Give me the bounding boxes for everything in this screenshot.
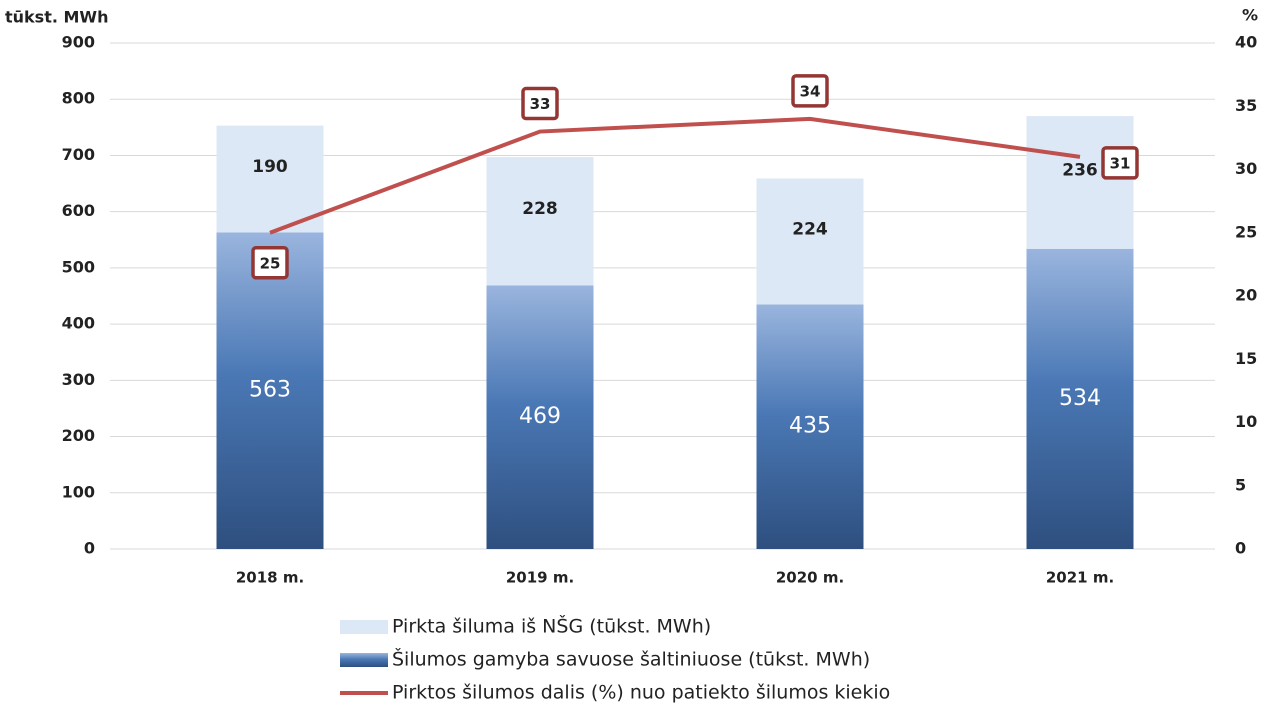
data-label: 33 [530, 95, 551, 113]
y2-axis-label: % [1242, 6, 1258, 25]
legend-label: Pirkta šiluma iš NŠG (tūkst. MWh) [392, 614, 711, 638]
data-label: 190 [252, 157, 288, 177]
data-label: 236 [1062, 160, 1098, 180]
y2-tick-label: 5 [1235, 475, 1246, 494]
data-label-box [251, 246, 289, 280]
bar-segment [1026, 248, 1134, 550]
y2-tick-label: 40 [1235, 33, 1257, 52]
data-label-box [521, 86, 559, 121]
y2-tick-label: 15 [1235, 349, 1257, 368]
y-tick-label: 300 [62, 370, 95, 389]
y-tick-label: 200 [62, 426, 95, 445]
data-label-box [791, 74, 829, 108]
line [269, 116, 1081, 235]
data-label: 31 [1110, 154, 1131, 172]
y2-tick-label: 10 [1235, 412, 1257, 431]
y-tick-label: 500 [62, 257, 95, 276]
bar-segment [216, 232, 324, 550]
legend-swatch [340, 653, 388, 667]
y-tick-label: 600 [62, 201, 95, 220]
data-label: 224 [792, 219, 828, 239]
y2-tick-label: 30 [1235, 159, 1257, 178]
y-axis-label: tūkst. MWh [5, 8, 108, 27]
y-tick-label: 900 [62, 33, 95, 52]
y2-tick-label: 0 [1235, 539, 1246, 558]
y2-tick-label: 35 [1235, 96, 1257, 115]
y2-tick-label: 20 [1235, 286, 1257, 305]
bar-segment [486, 157, 594, 286]
y-tick-label: 800 [62, 89, 95, 108]
data-label: 25 [260, 254, 281, 272]
data-label-box [1101, 146, 1139, 180]
data-label: 534 [1059, 386, 1101, 411]
x-tick-label: 2018 m. [236, 569, 304, 587]
y-tick-label: 700 [62, 145, 95, 164]
y-tick-label: 0 [84, 539, 95, 558]
data-label: 34 [800, 82, 821, 100]
bar-segment [756, 178, 864, 305]
bar-segment [756, 304, 864, 549]
data-label: 228 [522, 199, 558, 219]
data-label: 563 [249, 378, 291, 403]
x-tick-label: 2019 m. [506, 569, 574, 587]
x-tick-label: 2021 m. [1046, 569, 1114, 587]
y-tick-label: 400 [62, 314, 95, 333]
data-label: 435 [789, 414, 831, 439]
bar-segment [216, 125, 324, 233]
x-tick-label: 2020 m. [776, 569, 844, 587]
legend-label: Šilumos gamyba savuose šaltiniuose (tūks… [392, 647, 870, 671]
data-label: 469 [519, 404, 561, 429]
y-tick-label: 100 [62, 482, 95, 501]
legend-swatch [340, 620, 388, 634]
bar-segment [1026, 116, 1134, 249]
y2-tick-label: 25 [1235, 222, 1257, 241]
bar-segment [486, 285, 594, 549]
legend-label: Pirktos šilumos dalis (%) nuo patiekto š… [392, 682, 890, 704]
